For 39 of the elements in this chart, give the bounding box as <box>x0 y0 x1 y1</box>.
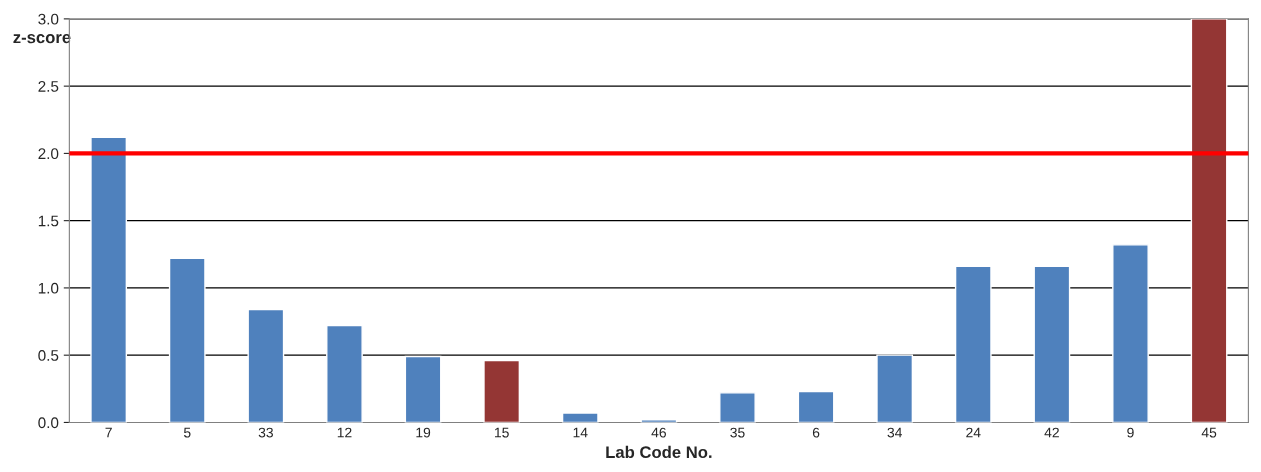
bar <box>404 355 442 423</box>
x-tick-label: 45 <box>1201 427 1217 438</box>
bar <box>1033 265 1071 423</box>
bar <box>561 412 599 423</box>
bar <box>954 265 992 423</box>
bar <box>797 390 835 423</box>
x-axis-title: Lab Code No. <box>606 445 712 459</box>
bar <box>1112 244 1149 423</box>
bar <box>483 359 521 423</box>
y-tick-label: 2.0 <box>38 148 59 160</box>
x-tick-label: 9 <box>1127 427 1134 438</box>
y-tick-label: 0.5 <box>38 350 59 361</box>
y-tick-label: 3.0 <box>38 13 59 25</box>
y-tick-label: 1.0 <box>38 282 59 294</box>
x-tick-label: 14 <box>573 427 588 438</box>
x-tick-label: 7 <box>105 427 112 438</box>
bar <box>876 354 914 423</box>
bar <box>90 136 128 423</box>
x-tick-label: 24 <box>966 427 981 438</box>
y-tick-label: 1.5 <box>38 215 59 227</box>
x-tick-label: 35 <box>730 427 745 438</box>
y-tick-label: 2.5 <box>38 81 59 92</box>
x-tick-label: 42 <box>1044 427 1059 438</box>
x-tick-label: 6 <box>812 427 820 438</box>
x-tick-label: 19 <box>416 427 431 438</box>
bar <box>247 308 285 423</box>
x-tick-label: 33 <box>258 427 273 438</box>
bar <box>168 257 206 423</box>
y-tick-label: 0.0 <box>38 417 59 429</box>
bar <box>719 392 756 423</box>
x-tick-label: 5 <box>183 427 191 438</box>
y-axis-title: z-score <box>13 34 71 44</box>
bar <box>1190 18 1228 423</box>
x-tick-label: 15 <box>495 427 509 438</box>
bar <box>326 324 363 423</box>
x-tick-label: 46 <box>651 427 666 438</box>
x-tick-label: 12 <box>337 427 352 438</box>
bar <box>640 419 678 423</box>
x-tick-label: 34 <box>887 427 902 438</box>
